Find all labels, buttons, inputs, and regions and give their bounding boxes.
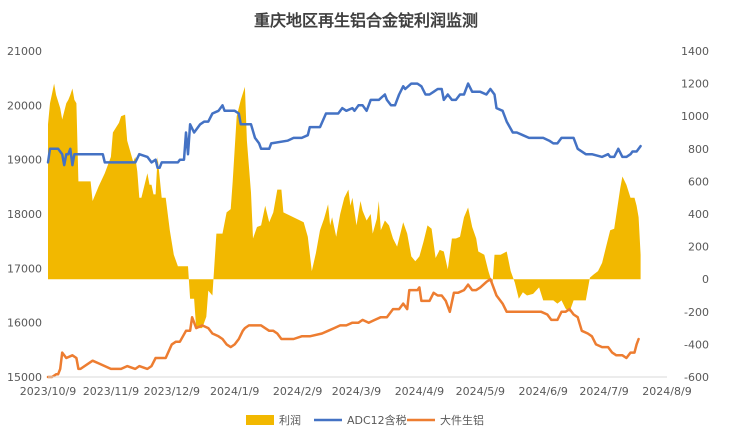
- left-axis-ticks: 15000 16000 17000 18000 19000 20000 21000: [7, 45, 42, 384]
- chart-title: 重庆地区再生铝合金锭利润监测: [254, 11, 478, 30]
- profit-area-layer: [48, 83, 641, 329]
- right-tick-label: 200: [688, 241, 709, 254]
- right-tick-label: -400: [684, 338, 709, 351]
- left-tick-label: 17000: [7, 262, 42, 275]
- x-axis-ticks: 2023/10/9 2023/11/9 2023/12/9 2024/1/9 2024/…: [20, 385, 692, 398]
- legend-label: 利润: [279, 413, 301, 427]
- right-tick-label: 1400: [681, 45, 709, 58]
- right-tick-label: 0: [702, 273, 709, 286]
- legend: 利润 ADC12含税 大件生铝: [246, 413, 484, 427]
- right-tick-label: -200: [684, 306, 709, 319]
- x-tick-label: 2023/12/9: [144, 385, 200, 398]
- left-tick-label: 20000: [7, 99, 42, 112]
- series-area-profit: [48, 83, 641, 329]
- left-tick-label: 21000: [7, 45, 42, 58]
- series-line-adc12: [46, 82, 642, 170]
- legend-label: 大件生铝: [440, 413, 484, 427]
- series-line-scrap-aluminium: [46, 277, 640, 379]
- x-tick-label: 2023/10/9: [20, 385, 76, 398]
- x-tick-label: 2023/11/9: [83, 385, 139, 398]
- legend-label: ADC12含税: [347, 413, 407, 427]
- right-tick-label: 1200: [681, 78, 709, 91]
- legend-swatch: [246, 415, 274, 425]
- x-tick-label: 2024/7/9: [579, 385, 628, 398]
- plot-area: [46, 82, 667, 379]
- right-tick-label: 800: [688, 143, 709, 156]
- x-tick-label: 2024/6/9: [518, 385, 567, 398]
- x-tick-label: 2024/5/9: [456, 385, 505, 398]
- x-tick-label: 2024/3/9: [332, 385, 381, 398]
- x-tick-label: 2024/4/9: [395, 385, 444, 398]
- right-tick-label: -600: [684, 371, 709, 384]
- price-lines-layer: [46, 82, 642, 379]
- left-tick-label: 19000: [7, 154, 42, 167]
- right-tick-label: 600: [688, 175, 709, 188]
- right-tick-label: 1000: [681, 110, 709, 123]
- x-tick-label: 2024/1/9: [210, 385, 259, 398]
- x-tick-label: 2024/2/9: [273, 385, 322, 398]
- left-tick-label: 15000: [7, 371, 42, 384]
- x-tick-label: 2024/8/9: [642, 385, 691, 398]
- left-tick-label: 18000: [7, 208, 42, 221]
- right-tick-label: 400: [688, 208, 709, 221]
- left-tick-label: 16000: [7, 317, 42, 330]
- right-axis-ticks: -600 -400 -200 0 200 400 600 800 1000 1200 1400: [681, 45, 709, 384]
